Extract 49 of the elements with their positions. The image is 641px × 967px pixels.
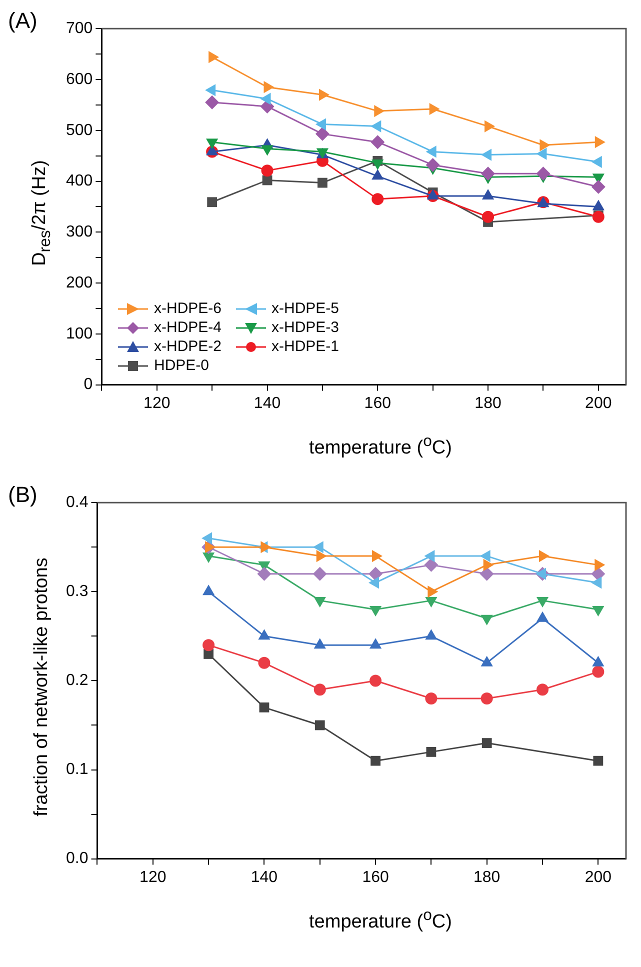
y-tick-label: 300 <box>66 224 93 241</box>
y-tick-label: 0.4 <box>66 494 88 512</box>
x-tick-label: 120 <box>144 394 170 412</box>
point <box>318 178 328 188</box>
x-tick-label: 200 <box>585 394 612 412</box>
y-tick-label: 400 <box>66 172 93 190</box>
x-tick-label: 140 <box>254 394 281 412</box>
y-tick-label: 100 <box>66 325 93 342</box>
point <box>482 210 494 223</box>
x-tick-label: 180 <box>474 868 500 886</box>
y-tick-label: 700 <box>66 20 93 38</box>
point <box>207 197 218 208</box>
x-axis-title: temperature ($^{o}$C) <box>308 907 453 934</box>
point <box>315 126 330 141</box>
y-tick-label: 0 <box>84 376 93 394</box>
x-tick-label: 160 <box>362 868 389 886</box>
point <box>261 164 274 177</box>
point <box>536 166 550 181</box>
point <box>205 95 220 110</box>
point <box>372 193 384 206</box>
point <box>481 148 492 161</box>
y-tick-label: 0.2 <box>66 672 88 690</box>
x-tick-label: 140 <box>250 868 278 886</box>
y-axis-title: fraction of network-like protons <box>31 558 53 816</box>
x-tick-label: 120 <box>140 868 166 886</box>
x-tick-label: 160 <box>364 394 392 412</box>
point <box>592 210 604 223</box>
point <box>426 158 440 172</box>
legend-label: x-HDPE-2 <box>154 338 222 355</box>
legend-label: HDPE-0 <box>154 357 210 374</box>
x-axis-title: temperature ($^{o}$C) <box>308 433 453 460</box>
legend-label: x-HDPE-1 <box>272 338 340 355</box>
y-tick-label: 200 <box>66 274 93 292</box>
y-tick-label: 0.1 <box>66 761 88 778</box>
y-tick-label: 0.3 <box>66 583 88 600</box>
point <box>591 180 606 194</box>
y-tick-label: 500 <box>66 122 93 139</box>
chart-title: (A) <box>8 8 38 34</box>
legend-label: x-HDPE-4 <box>154 319 222 336</box>
x-tick-label: 200 <box>584 868 612 886</box>
x-tick-label: 180 <box>474 394 502 412</box>
legend-label: x-HDPE-6 <box>154 300 222 317</box>
legend-label: x-HDPE-3 <box>272 319 340 336</box>
legend-label: x-HDPE-5 <box>272 300 340 317</box>
y-tick-label: 600 <box>66 70 93 88</box>
point <box>370 135 385 150</box>
chart-title: (B) <box>8 482 38 508</box>
point <box>481 166 496 181</box>
y-tick-label: 0.0 <box>66 850 88 868</box>
